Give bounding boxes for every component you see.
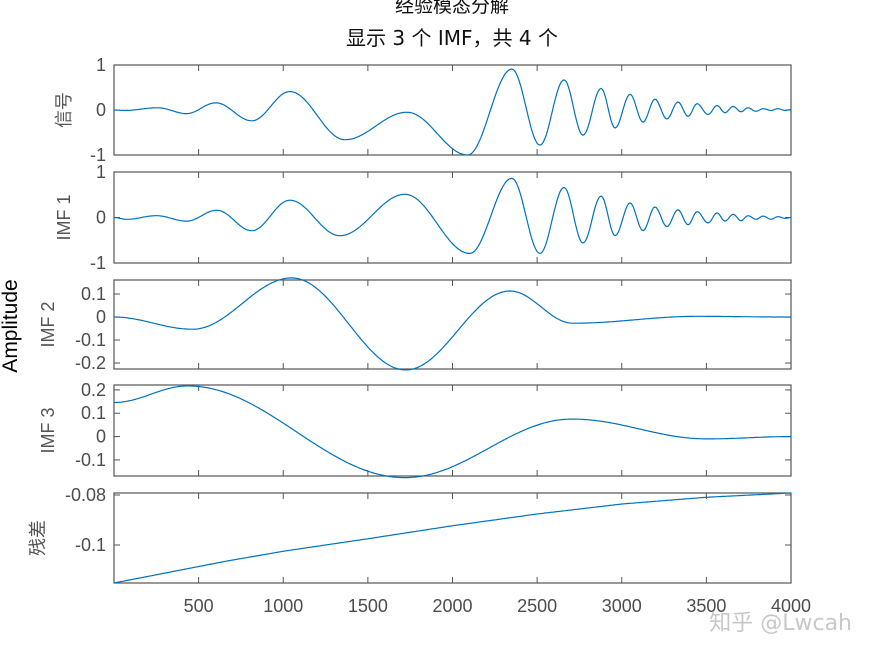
y-axis-label: 信号 <box>54 92 74 128</box>
y-tick-label: -1 <box>90 253 106 273</box>
series-line-1 <box>114 68 791 156</box>
y-tick-label: 1 <box>96 55 106 75</box>
axes-box <box>113 384 792 477</box>
y-tick-label: -0.1 <box>75 330 106 350</box>
y-axis-label: IMF 3 <box>38 407 58 453</box>
axes-box <box>113 64 792 156</box>
y-tick-label: 0 <box>96 307 106 327</box>
y-tick-label: 0.2 <box>81 380 106 400</box>
y-axis-label: 残差 <box>28 520 48 556</box>
y-tick-label: -0.1 <box>75 535 106 555</box>
x-tick-label: 3500 <box>686 596 726 616</box>
panel-4: 0.2 0.1 0 -0.1 IMF 3 <box>38 380 792 479</box>
shared-y-axis-label: Amplitude <box>0 279 22 372</box>
y-tick-label: -0.08 <box>65 485 106 505</box>
panel-3: 0.1 0 -0.1 -0.2 IMF 2 <box>38 277 792 373</box>
y-tick-label: -0.2 <box>75 353 106 373</box>
series-line-4 <box>114 385 791 479</box>
x-tick-label: 500 <box>184 596 214 616</box>
series-line-3 <box>114 277 791 371</box>
axes-box <box>113 279 792 370</box>
y-tick-label: 1 <box>96 162 106 182</box>
series-line-5 <box>114 492 791 584</box>
axes-box <box>113 492 792 584</box>
y-tick-label: 0.1 <box>81 403 106 423</box>
x-tick-label: 3000 <box>602 596 642 616</box>
x-tick-label: 2500 <box>517 596 557 616</box>
panel-1: 1 0 -1 信号 <box>54 55 792 165</box>
x-tick-label: 1000 <box>263 596 303 616</box>
series-line-2 <box>114 177 791 255</box>
y-tick-label: -1 <box>90 145 106 165</box>
chart-subtitle: 显示 3 个 IMF，共 4 个 <box>346 26 558 50</box>
y-tick-label: -0.1 <box>75 450 106 470</box>
chart-title: 经验模态分解 <box>395 0 509 17</box>
y-tick-label: 0.1 <box>81 284 106 304</box>
axes-box <box>113 171 792 264</box>
x-tick-label: 4000 <box>771 596 811 616</box>
panel-5: -0.08 -0.1 残差 <box>28 485 792 584</box>
y-axis-label: IMF 2 <box>38 301 58 347</box>
watermark: 知乎 @Lwcah <box>709 611 852 636</box>
y-axis-label: IMF 1 <box>54 194 74 240</box>
x-tick-label: 1500 <box>348 596 388 616</box>
y-tick-label: 0 <box>96 208 106 228</box>
panel-2: 1 0 -1 IMF 1 <box>54 162 792 273</box>
y-tick-label: 0 <box>96 100 106 120</box>
x-tick-label: 2000 <box>432 596 472 616</box>
y-tick-label: 0 <box>96 427 106 447</box>
